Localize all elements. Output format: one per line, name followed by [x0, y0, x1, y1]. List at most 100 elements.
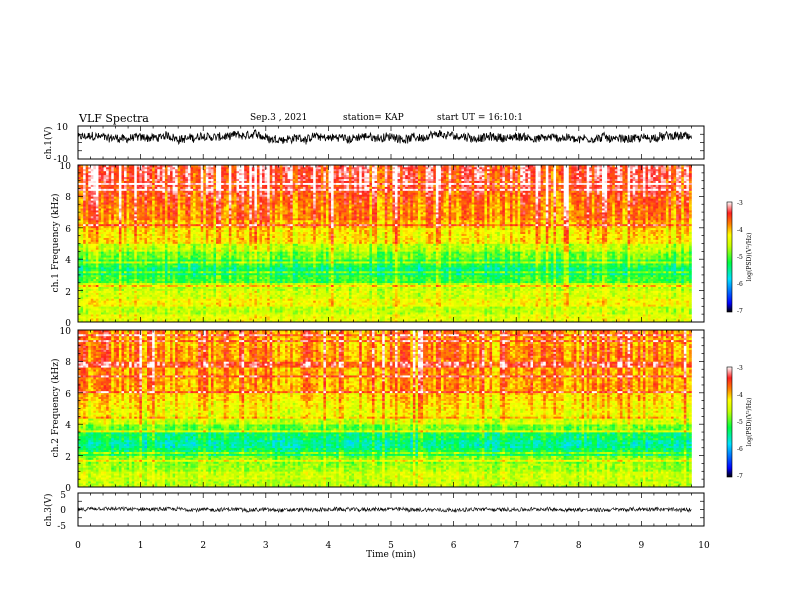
spectrogram-cell: [86, 312, 89, 314]
spectrogram-cell: [661, 306, 664, 308]
spectrogram-cell: [546, 295, 549, 297]
spectrogram-cell: [574, 306, 577, 308]
spectrogram-cell: [518, 281, 521, 283]
spectrogram-cell: [602, 296, 605, 298]
spectrogram-cell: [459, 318, 462, 320]
spectrogram-cell: [306, 306, 309, 308]
spectrogram-cell: [152, 304, 155, 306]
spectrogram-cell: [267, 281, 270, 283]
spectrogram-cell: [272, 308, 275, 310]
spectrogram-cell: [331, 316, 334, 318]
spectrogram-cell: [559, 318, 562, 320]
spectrogram-cell: [326, 306, 329, 308]
spectrogram-cell: [400, 318, 403, 320]
spectrogram-cell: [323, 281, 326, 283]
spectrogram-cell: [433, 295, 436, 297]
spectrogram-cell: [615, 293, 618, 295]
spectrogram-cell: [254, 291, 257, 293]
spectrogram-cell: [433, 312, 436, 314]
spectrogram-cell: [252, 289, 255, 291]
spectrogram-cell: [681, 316, 684, 318]
spectrogram-cell: [124, 314, 127, 316]
spectrogram-cell: [252, 314, 255, 316]
spectrogram-cell: [643, 314, 646, 316]
spectrogram-cell: [566, 302, 569, 304]
spectrogram-cell: [357, 298, 360, 300]
spectrogram-cell: [311, 289, 314, 291]
spectrogram-cell: [436, 283, 439, 285]
spectrogram-cell: [502, 308, 505, 310]
spectrogram-cell: [410, 289, 413, 291]
spectrogram-cell: [357, 287, 360, 289]
spectrogram-cell: [277, 316, 280, 318]
spectrogram-cell: [410, 295, 413, 297]
spectrogram-cell: [674, 318, 677, 320]
spectrogram-cell: [329, 287, 332, 289]
spectrogram-cell: [364, 285, 367, 287]
spectrogram-cell: [421, 302, 424, 304]
spectrogram-cell: [408, 298, 411, 300]
spectrogram-cell: [226, 281, 229, 283]
spectrogram-cell: [385, 291, 388, 293]
spectrogram-cell: [114, 314, 117, 316]
spectrogram-cell: [216, 283, 219, 285]
spectrogram-cell: [398, 314, 401, 316]
spectrogram-cell: [170, 293, 173, 295]
spectrogram-cell: [109, 316, 112, 318]
spectrogram-cell: [96, 308, 99, 310]
spectrogram-cell: [528, 285, 531, 287]
spectrogram-cell: [349, 310, 352, 312]
spectrogram-cell: [188, 304, 191, 306]
spectrogram-cell: [520, 302, 523, 304]
spectrogram-cell: [395, 304, 398, 306]
spectrogram-cell: [625, 316, 628, 318]
spectrogram-cell: [208, 318, 211, 320]
spectrogram-cell: [119, 312, 122, 314]
spectrogram-cell: [467, 310, 470, 312]
spectrogram-cell: [495, 295, 498, 297]
spectrogram-cell: [525, 298, 528, 300]
spectrogram-cell: [321, 285, 324, 287]
spectrogram-cell: [116, 300, 119, 302]
spectrogram-cell: [495, 285, 498, 287]
spectrogram-cell: [415, 285, 418, 287]
spectrogram-cell: [293, 316, 296, 318]
spectrogram-cell: [144, 291, 147, 293]
spectrogram-cell: [81, 318, 84, 320]
spectrogram-cell: [226, 304, 229, 306]
spectrogram-cell: [387, 287, 390, 289]
spectrogram-cell: [380, 314, 383, 316]
spectrogram-cell: [313, 316, 316, 318]
spectrogram-cell: [213, 314, 216, 316]
spectrogram-cell: [93, 314, 96, 316]
spectrogram-cell: [490, 285, 493, 287]
spectrogram-cell: [548, 306, 551, 308]
spectrogram-cell: [88, 314, 91, 316]
spectrogram-cell: [576, 304, 579, 306]
spectrogram-cell: [628, 300, 631, 302]
spectrogram-cell: [104, 289, 107, 291]
spectrogram-cell: [295, 302, 298, 304]
spectrogram-cell: [421, 298, 424, 300]
spectrogram-cell: [630, 293, 633, 295]
spectrogram-cell: [536, 285, 539, 287]
spectrogram-cell: [679, 314, 682, 316]
spectrogram-cell: [86, 316, 89, 318]
spectrogram-cell: [574, 291, 577, 293]
spectrogram-cell: [449, 314, 452, 316]
spectrogram-cell: [666, 312, 669, 314]
spectrogram-cell: [224, 310, 227, 312]
spectrogram-cell: [464, 291, 467, 293]
spectrogram-cell: [625, 287, 628, 289]
spectrogram-cell: [142, 293, 145, 295]
spectrogram-cell: [472, 304, 475, 306]
spectrogram-cell: [502, 283, 505, 285]
spectrogram-cell: [318, 318, 321, 320]
spectrogram-cell: [367, 304, 370, 306]
spectrogram-cell: [594, 295, 597, 297]
spectrogram-cell: [152, 293, 155, 295]
spectrogram-cell: [242, 281, 245, 283]
spectrogram-cell: [124, 308, 127, 310]
spectrogram-cell: [482, 283, 485, 285]
spectrogram-cell: [303, 293, 306, 295]
